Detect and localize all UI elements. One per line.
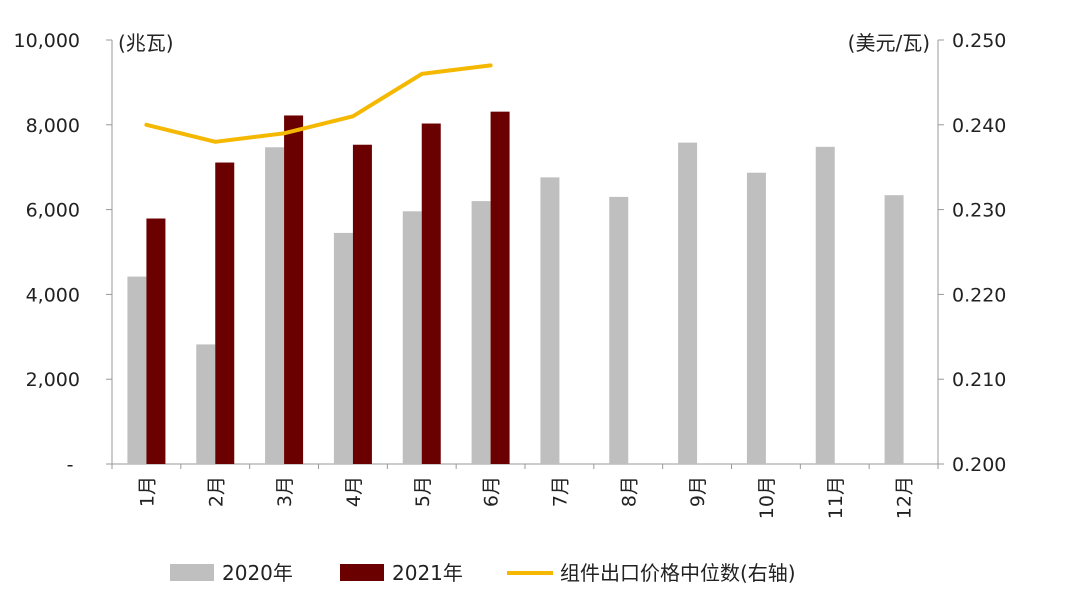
x-tick-label: 6月 (481, 476, 503, 507)
bar-2020 (609, 196, 629, 464)
x-axis-labels: 1月 2月 3月 4月 5月 6月 7月 8月 9月 10月 11月 12月 (111, 464, 939, 519)
left-axis-ticks: - 2,000 4,000 6,000 8,000 10,000 (14, 30, 112, 476)
bar-2021 (421, 123, 441, 464)
left-tick-label: 4,000 (26, 284, 80, 306)
legend-label-2020: 2020年 (222, 561, 293, 585)
price-line (144, 63, 493, 144)
legend-label-2021: 2021年 (392, 561, 463, 585)
x-tick-label: 5月 (412, 476, 434, 507)
legend-swatch-2021 (340, 564, 384, 581)
right-tick-label: 0.200 (952, 454, 1006, 476)
legend-swatch-2020 (170, 564, 214, 581)
bar-2020 (471, 201, 491, 464)
x-tick-label: 3月 (274, 476, 296, 507)
left-tick-label: 2,000 (26, 369, 80, 391)
x-tick-label: 4月 (343, 476, 365, 507)
bar-2020 (265, 147, 285, 464)
right-tick-label: 0.240 (952, 115, 1006, 137)
legend-label-price-line: 组件出口价格中位数(右轴) (560, 561, 796, 585)
x-tick-label: 7月 (549, 476, 571, 507)
right-tick-label: 0.250 (952, 30, 1006, 52)
x-tick-label: 1月 (136, 476, 158, 507)
left-tick-label: 8,000 (26, 115, 80, 137)
right-tick-label: 0.220 (952, 284, 1006, 306)
x-tick-label: 10月 (756, 476, 778, 519)
left-tick-label: - (67, 454, 74, 476)
price-line-path (144, 63, 493, 144)
bar-2020 (815, 146, 835, 464)
axes (111, 40, 939, 465)
bar-2020 (678, 142, 698, 464)
bar-2021 (146, 218, 166, 464)
bars (127, 111, 904, 465)
bar-2020 (127, 276, 147, 464)
x-tick-label: 9月 (687, 476, 709, 507)
bar-2021 (352, 144, 372, 464)
x-tick-label: 2月 (205, 476, 227, 507)
bar-2020 (196, 344, 216, 464)
bar-2021 (284, 115, 304, 465)
right-tick-label: 0.230 (952, 200, 1006, 222)
bar-2020 (746, 172, 766, 464)
right-axis-ticks: 0.200 0.210 0.220 0.230 0.240 0.250 (938, 30, 1006, 476)
bar-2020 (333, 232, 353, 464)
left-axis-unit: (兆瓦) (118, 31, 174, 55)
x-tick-label: 8月 (618, 476, 640, 507)
left-tick-label: 6,000 (26, 200, 80, 222)
bar-2021 (215, 162, 235, 464)
bar-2020 (402, 211, 422, 464)
bar-2021 (490, 111, 510, 464)
x-tick-label: 12月 (894, 476, 916, 519)
right-axis-unit: (美元/瓦) (848, 31, 930, 55)
legend: 2020年 2021年 组件出口价格中位数(右轴) (170, 561, 796, 585)
left-tick-label: 10,000 (14, 30, 80, 52)
bar-2020 (884, 195, 904, 464)
bar-2020 (540, 177, 560, 464)
x-tick-label: 11月 (825, 476, 847, 519)
right-tick-label: 0.210 (952, 369, 1006, 391)
